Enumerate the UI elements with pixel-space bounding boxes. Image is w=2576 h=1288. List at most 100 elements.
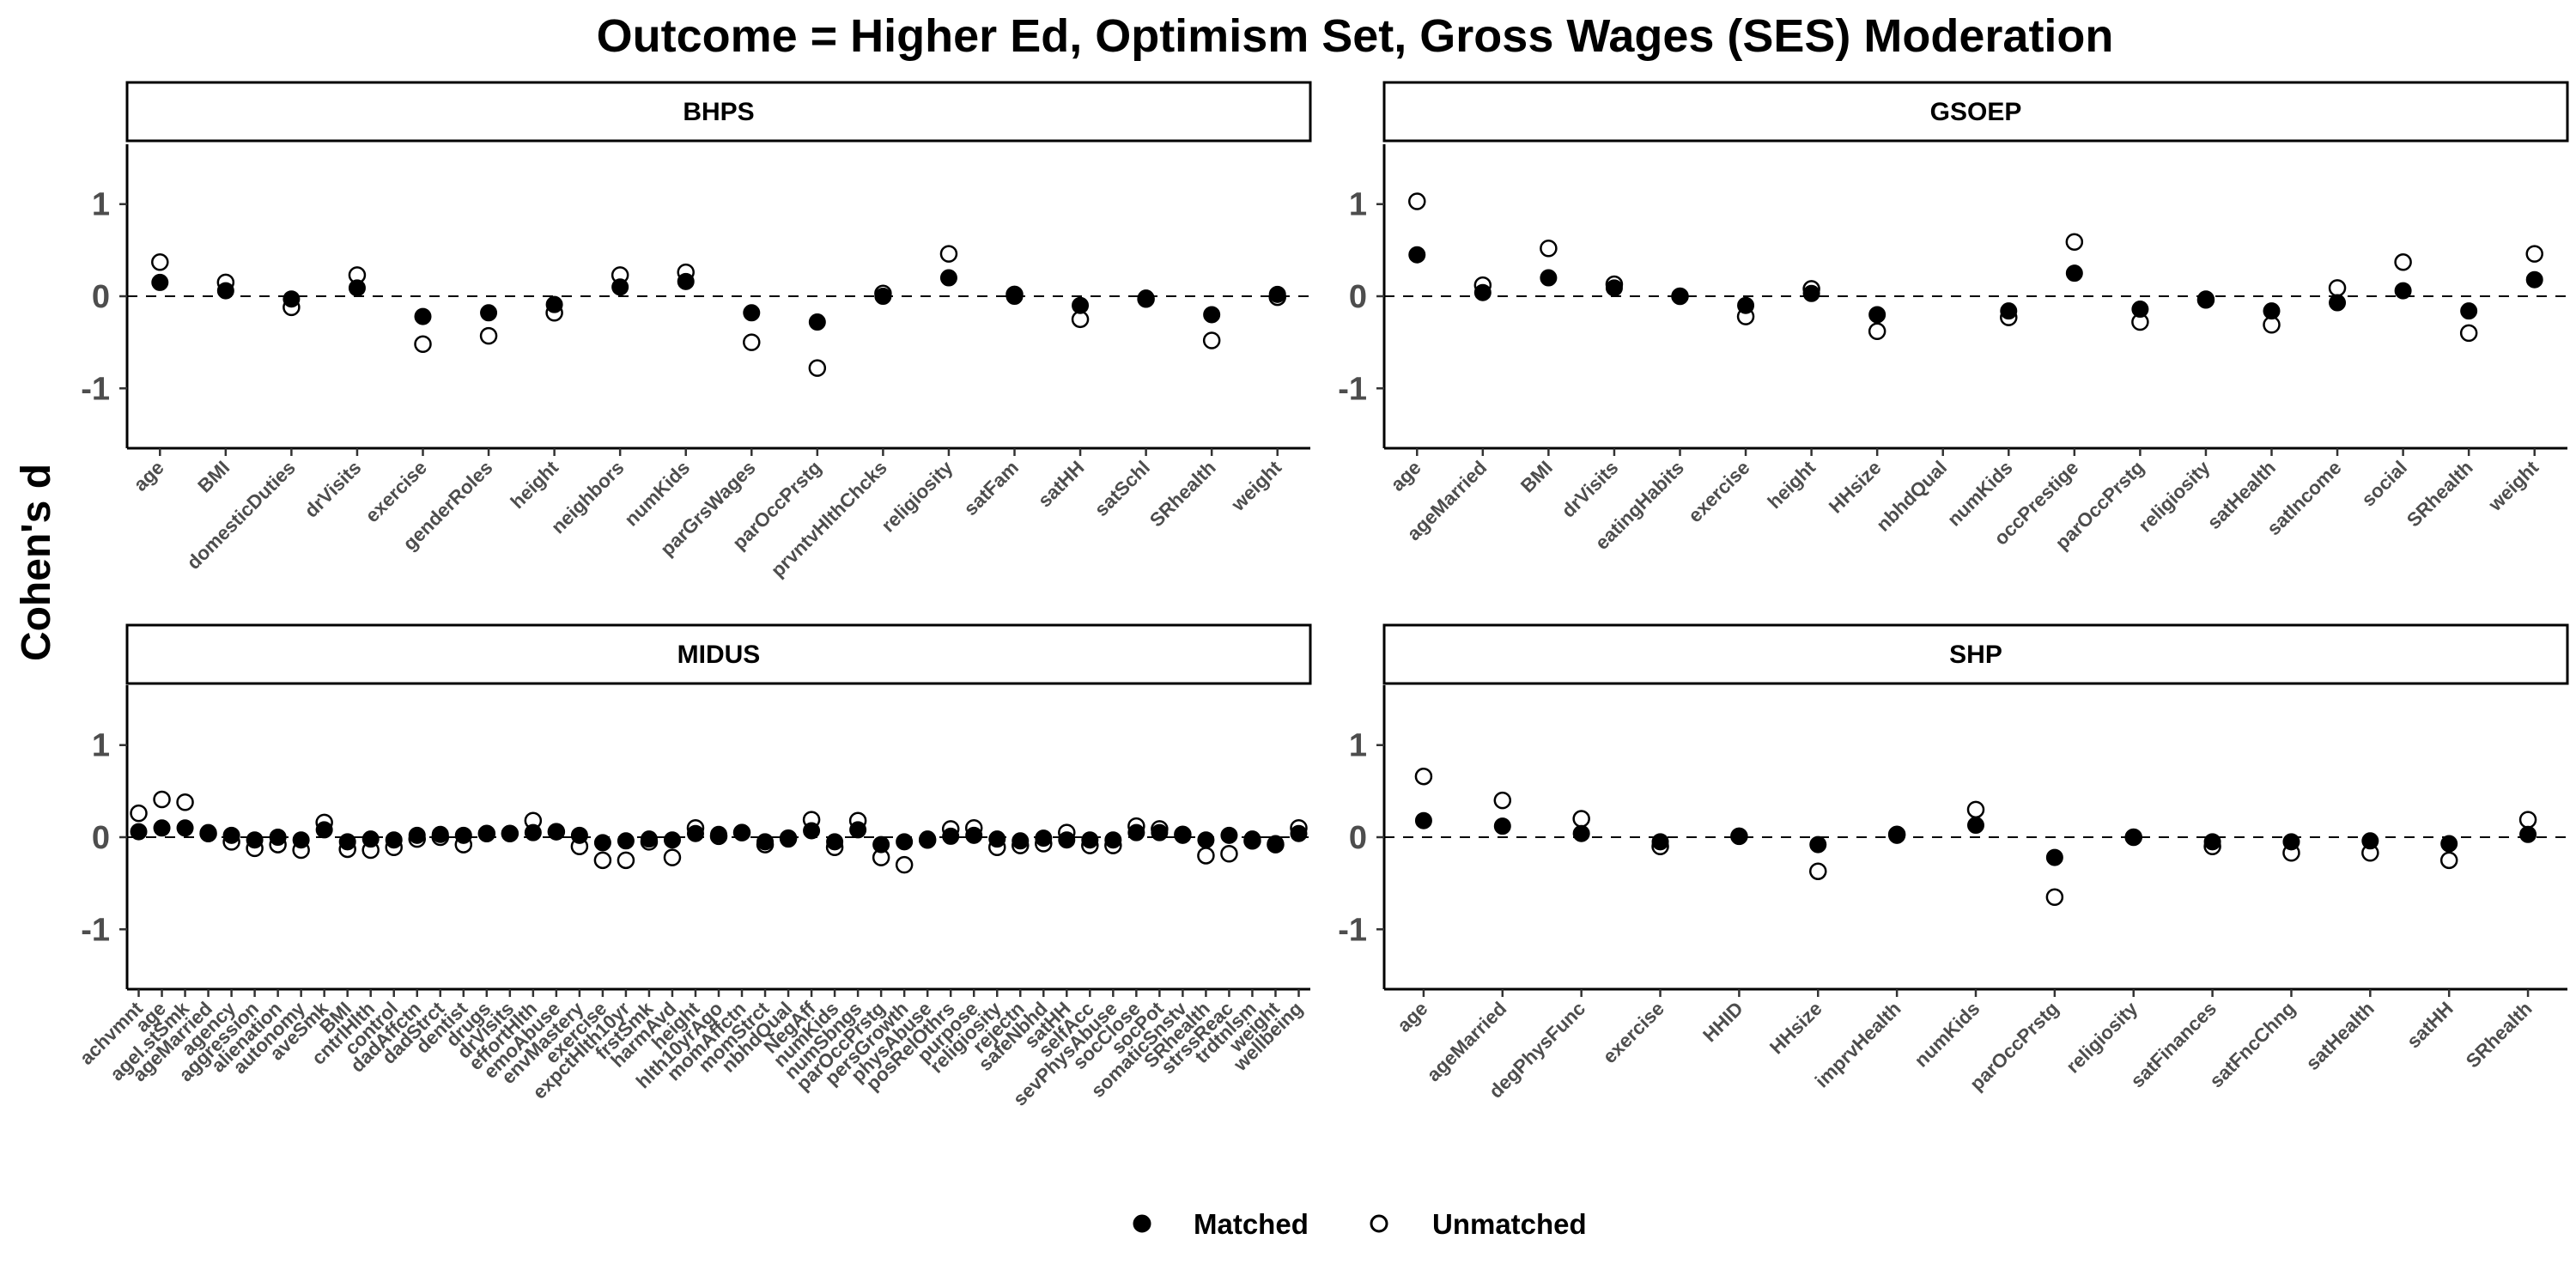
point-matched-BMI xyxy=(338,833,356,851)
point-matched-frstSmk xyxy=(640,830,658,848)
point-matched-NegAff xyxy=(803,822,821,840)
point-unmatched-HHsize xyxy=(1868,322,1886,341)
point-unmatched-age xyxy=(1414,767,1433,786)
point-matched-harmAvd xyxy=(663,831,681,849)
point-matched-parOccPrstg xyxy=(872,835,890,854)
point-matched-alienation xyxy=(269,829,287,846)
point-matched-exercise xyxy=(1651,833,1669,851)
point-unmatched-SRhealth xyxy=(2518,811,2537,829)
point-matched-parGrsWages xyxy=(743,304,761,322)
point-matched-religiosity xyxy=(939,269,957,287)
point-matched-safeNbhd xyxy=(1035,829,1053,848)
point-unmatched-social xyxy=(2394,253,2412,271)
point-matched-exercise xyxy=(593,834,611,852)
point-matched-weight xyxy=(1268,285,1286,303)
point-unmatched-occPrestige xyxy=(2065,233,2084,251)
point-matched-strssReac xyxy=(1220,826,1238,844)
point-matched-persGrowth xyxy=(896,833,914,851)
point-unmatched-SRhealth xyxy=(2459,324,2478,343)
point-matched-posRelOthrs xyxy=(942,827,960,845)
y-tick-label: -1 xyxy=(81,371,110,407)
point-matched-selfAcc xyxy=(1081,831,1099,849)
point-matched-SRhealth xyxy=(2519,825,2537,843)
point-unmatched-parGrsWages xyxy=(743,333,761,351)
point-matched-socClose xyxy=(1127,823,1145,841)
point-matched-achvmnt xyxy=(130,823,148,841)
point-matched-numKids xyxy=(2000,302,2018,320)
point-matched-BMI xyxy=(216,282,234,300)
point-matched-numKids xyxy=(677,272,695,290)
point-matched-satFam xyxy=(1005,288,1024,305)
point-matched-socPot xyxy=(1151,823,1169,841)
point-matched-cntrlHlth xyxy=(361,830,380,848)
point-matched-exercise xyxy=(414,307,432,325)
point-matched-genderRoles xyxy=(480,304,498,322)
point-matched-height xyxy=(545,295,563,313)
point-matched-dentist xyxy=(454,826,472,844)
point-unmatched-exercise xyxy=(593,851,612,870)
point-matched-trdtnlsm xyxy=(1243,830,1261,848)
point-matched-sevPhysAbuse xyxy=(1104,831,1122,849)
point-matched-purpose xyxy=(965,826,983,844)
point-matched-ageMarried xyxy=(1493,817,1511,835)
point-unmatched-degPhysFunc xyxy=(1572,810,1590,828)
point-matched-satSchl xyxy=(1137,289,1155,307)
point-matched-weight xyxy=(1267,835,1285,853)
y-tick-label: 1 xyxy=(1349,187,1367,223)
point-unmatched-religiosity xyxy=(939,245,958,263)
legend-matched-marker xyxy=(1133,1214,1151,1233)
point-matched-age xyxy=(1408,246,1426,264)
y-tick-label: 0 xyxy=(1349,279,1367,315)
point-matched-satFinances xyxy=(2203,833,2221,851)
point-matched-physAbuse xyxy=(919,830,937,848)
point-matched-imprvHealth xyxy=(1888,826,1906,844)
point-unmatched-satIncome xyxy=(2328,279,2347,297)
point-matched-momStrct xyxy=(756,833,775,851)
legend: Matched Unmatched xyxy=(1133,1208,1587,1240)
y-tick-label: 0 xyxy=(1349,820,1367,856)
point-unmatched-BMI xyxy=(1540,239,1558,258)
point-matched-dadStrct xyxy=(431,825,449,843)
y-axis-label: Cohen's d xyxy=(14,464,59,661)
point-matched-SRhealth xyxy=(1197,831,1215,849)
point-unmatched-HHsize xyxy=(1809,862,1827,880)
point-matched-drVisits xyxy=(348,279,366,297)
point-unmatched-persGrowth xyxy=(895,855,914,874)
panel-strip-shp xyxy=(1382,623,2569,685)
point-matched-HHsize xyxy=(1809,835,1827,854)
point-unmatched-strssReac xyxy=(1220,845,1238,863)
point-matched-prvntvHlthChcks xyxy=(874,288,892,305)
panel-strip-label-gsoep: GSOEP xyxy=(1930,98,2022,126)
point-matched-age xyxy=(151,273,169,291)
legend-matched-label: Matched xyxy=(1194,1208,1309,1240)
point-matched-ageMarried xyxy=(1473,283,1492,301)
point-matched-agency xyxy=(222,826,240,844)
panel-strip-bhps xyxy=(125,81,1312,143)
panel-strip-gsoep xyxy=(1382,81,2569,143)
point-matched-height xyxy=(686,824,704,842)
point-matched-eatingHabits xyxy=(1671,288,1689,305)
y-tick-label: 1 xyxy=(1349,728,1367,764)
point-matched-parOccPrstg xyxy=(808,313,826,331)
point-matched-control xyxy=(385,831,403,849)
point-matched-hlth10yrAgo xyxy=(710,825,727,843)
point-unmatched-ageMarried xyxy=(1493,791,1512,810)
point-matched-drugs xyxy=(477,824,495,842)
legend-unmatched-label: Unmatched xyxy=(1432,1208,1587,1240)
panel-strip-midus xyxy=(125,623,1312,685)
point-matched-occPrestige xyxy=(2065,264,2083,283)
point-matched-religiosity xyxy=(2124,829,2142,846)
y-tick-label: -1 xyxy=(1338,371,1367,407)
point-matched-satHealth xyxy=(2263,302,2281,320)
point-unmatched-genderRoles xyxy=(479,326,498,345)
point-matched-HHID xyxy=(1730,827,1748,845)
panel-strip-label-midus: MIDUS xyxy=(677,641,761,669)
point-matched-degPhysFunc xyxy=(1572,824,1590,842)
point-matched-exercise xyxy=(1737,296,1755,314)
point-unmatched-SRhealth xyxy=(1202,331,1221,349)
point-matched-numSbngs xyxy=(849,821,867,839)
point-matched-age xyxy=(1414,811,1432,829)
point-matched-aveSmk xyxy=(315,821,333,839)
point-unmatched-age xyxy=(151,253,169,271)
point-matched-rejectn xyxy=(1012,832,1030,850)
